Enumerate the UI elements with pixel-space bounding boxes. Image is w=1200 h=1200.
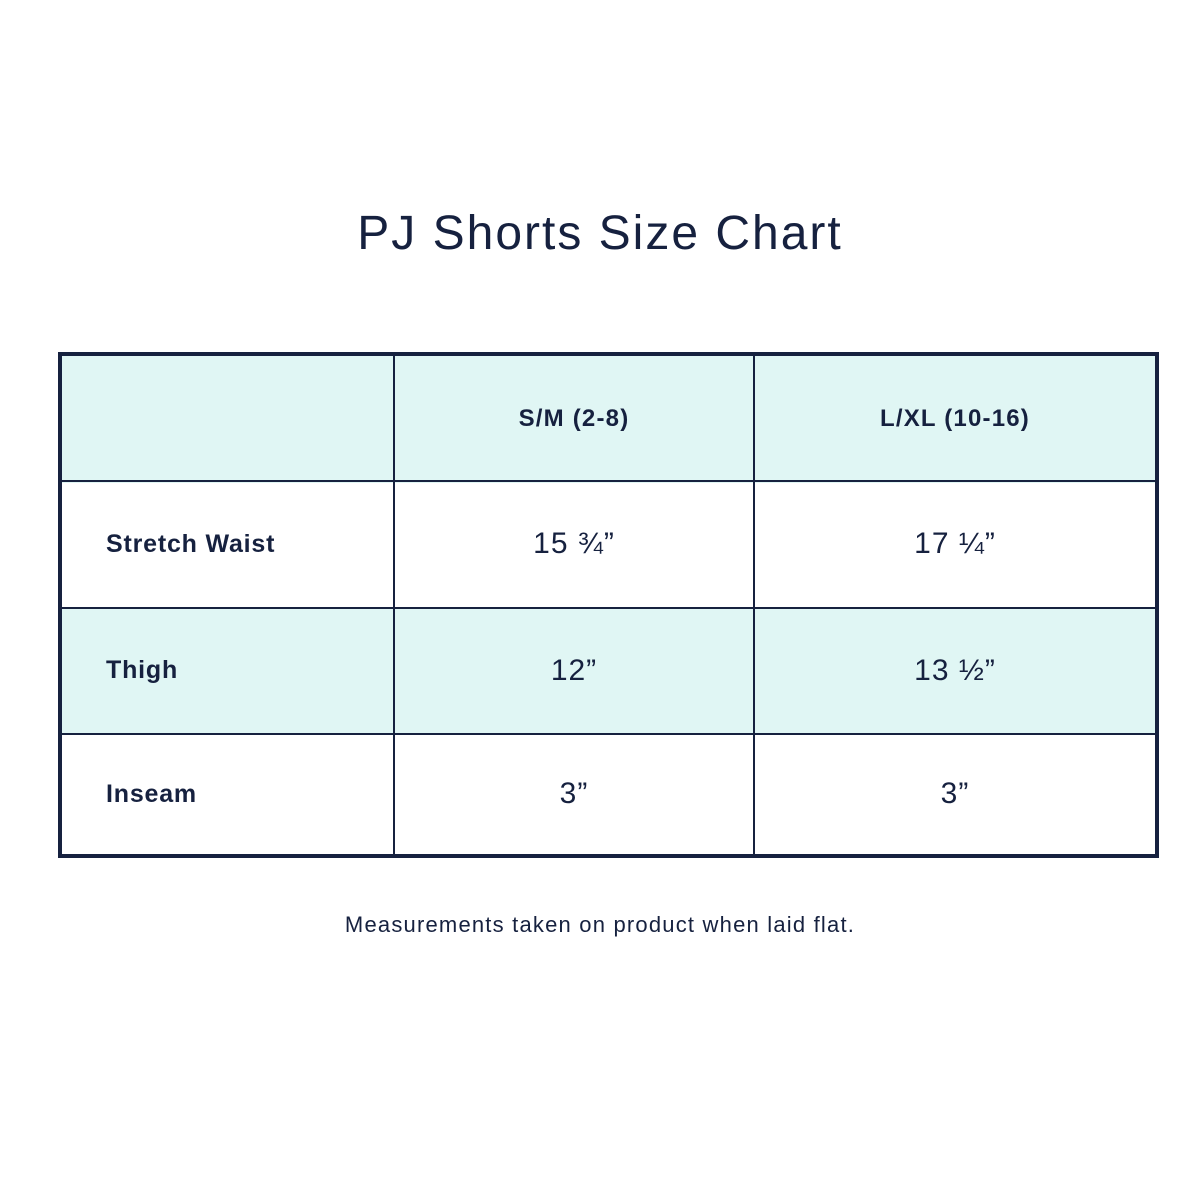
value-cell: 3” (753, 734, 1155, 854)
table-header-row: S/M (2-8) L/XL (10-16) (62, 356, 1155, 483)
header-cell-empty (62, 356, 393, 483)
value-cell: 3” (393, 734, 753, 854)
size-chart-table: S/M (2-8) L/XL (10-16) Stretch Waist 15 … (58, 352, 1159, 858)
value-cell: 17 ¼” (753, 482, 1155, 607)
table-row: Stretch Waist 15 ¾” 17 ¼” (62, 480, 1155, 607)
row-label: Stretch Waist (106, 529, 276, 558)
row-label: Inseam (106, 779, 197, 808)
value-cell: 15 ¾” (393, 482, 753, 607)
table-row: Thigh 12” 13 ½” (62, 606, 1155, 733)
row-label: Thigh (106, 656, 179, 685)
page-title: PJ Shorts Size Chart (357, 207, 843, 260)
header-cell-sm: S/M (2-8) (393, 356, 753, 483)
value-cell: 12” (393, 608, 753, 733)
header-cell-lxl: L/XL (10-16) (753, 356, 1155, 483)
table-row: Inseam 3” 3” (62, 732, 1155, 854)
footnote: Measurements taken on product when laid … (344, 912, 856, 937)
value-cell: 13 ½” (753, 608, 1155, 733)
